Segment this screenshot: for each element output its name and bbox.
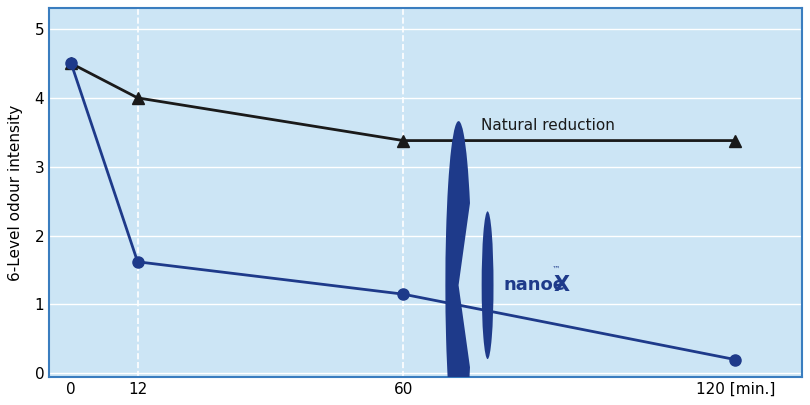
Y-axis label: 6-Level odour intensity: 6-Level odour intensity: [8, 104, 23, 281]
Text: ™: ™: [552, 265, 560, 274]
Wedge shape: [446, 121, 470, 405]
Text: Natural reduction: Natural reduction: [480, 118, 615, 133]
Text: X: X: [553, 275, 569, 295]
Circle shape: [482, 211, 493, 359]
Text: nanoe: nanoe: [503, 276, 565, 294]
